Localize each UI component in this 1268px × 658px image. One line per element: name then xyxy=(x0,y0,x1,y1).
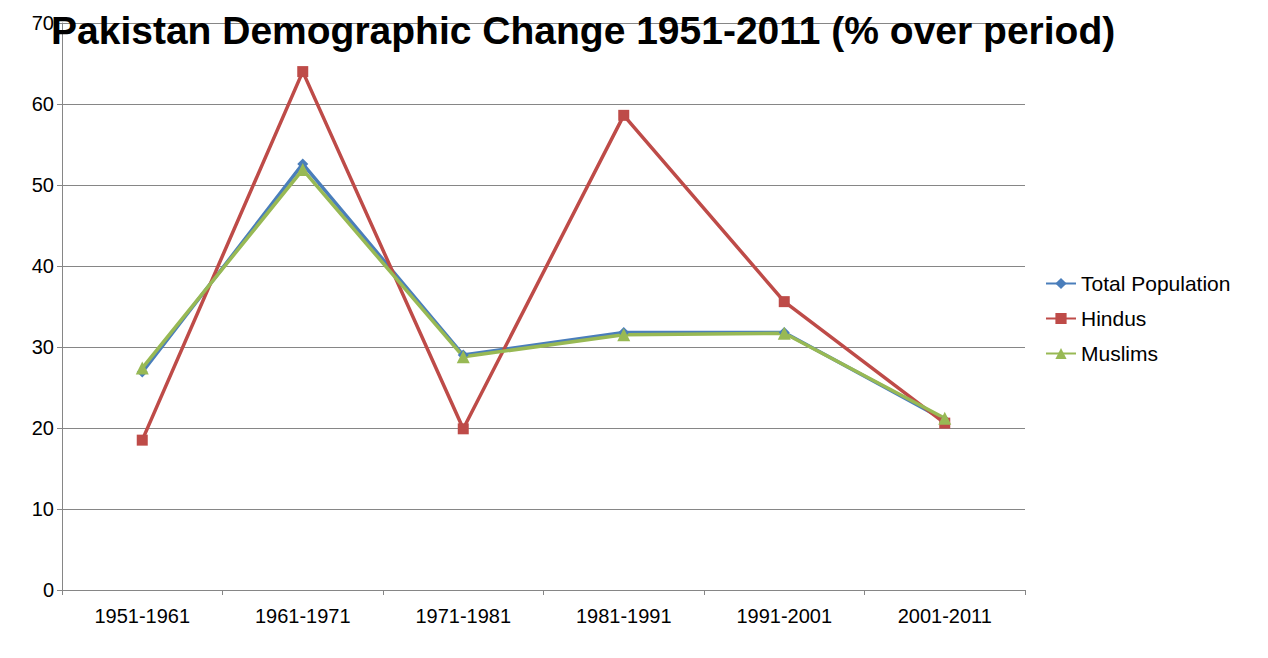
svg-text:50: 50 xyxy=(32,174,54,196)
svg-text:20: 20 xyxy=(32,417,54,439)
svg-text:1991-2001: 1991-2001 xyxy=(736,605,832,627)
svg-text:60: 60 xyxy=(32,93,54,115)
svg-text:1951-1961: 1951-1961 xyxy=(94,605,190,627)
svg-text:1981-1991: 1981-1991 xyxy=(576,605,672,627)
svg-text:2001-2011: 2001-2011 xyxy=(898,605,992,627)
svg-text:10: 10 xyxy=(32,498,54,520)
svg-text:30: 30 xyxy=(32,336,54,358)
svg-text:Hindus: Hindus xyxy=(1081,307,1146,330)
svg-text:70: 70 xyxy=(31,12,54,34)
svg-text:Total Population: Total Population xyxy=(1081,272,1230,295)
svg-text:1971-1981: 1971-1981 xyxy=(415,605,511,627)
svg-text:Muslims: Muslims xyxy=(1081,342,1158,365)
svg-text:1961-1971: 1961-1971 xyxy=(255,605,351,627)
svg-text:0: 0 xyxy=(43,579,54,601)
svg-text:Pakistan Demographic Change 19: Pakistan Demographic Change 1951-2011 (%… xyxy=(51,9,1115,52)
svg-text:40: 40 xyxy=(32,255,54,277)
